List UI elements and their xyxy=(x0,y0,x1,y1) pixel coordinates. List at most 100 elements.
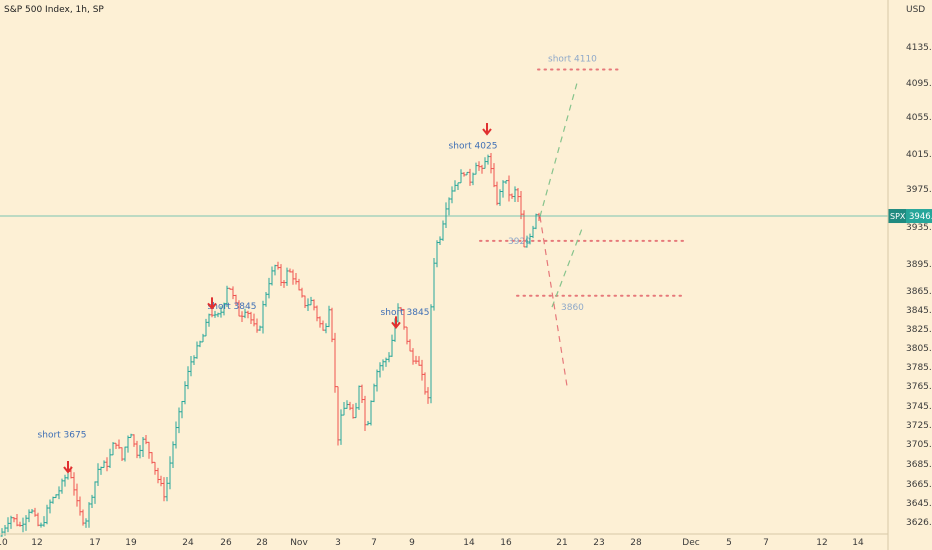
ohlc-bar xyxy=(24,515,28,531)
ohlc-bar xyxy=(480,164,484,174)
ohlc-bar xyxy=(471,172,475,186)
ohlc-bar xyxy=(294,273,298,285)
ohlc-bar xyxy=(111,442,115,456)
ohlc-bar xyxy=(369,400,373,426)
projection-line xyxy=(539,216,568,387)
ohlc-bar xyxy=(531,225,535,239)
x-tick-label: 5 xyxy=(726,538,732,548)
ohlc-bar xyxy=(21,517,25,533)
x-tick-label: 24 xyxy=(182,538,194,548)
ohlc-bar xyxy=(174,421,178,449)
ohlc-bar xyxy=(84,518,88,528)
y-tick-label: 4135.00 xyxy=(906,43,932,53)
ohlc-bar xyxy=(213,310,217,318)
ohlc-bar xyxy=(333,332,337,393)
price-axis[interactable]: USD 3626.00 3645.00 3665.00 3685.00 3705.00 37… xyxy=(887,0,932,550)
ohlc-bar xyxy=(267,277,271,299)
ohlc-bar xyxy=(159,475,163,487)
target-label: 3920 xyxy=(508,237,531,247)
ohlc-bar xyxy=(33,507,37,517)
ohlc-bar xyxy=(120,447,124,462)
ohlc-bar xyxy=(468,168,472,186)
ohlc-bar xyxy=(483,157,487,169)
ohlc-bar xyxy=(525,235,529,248)
ohlc-bar xyxy=(81,509,85,526)
ohlc-bar xyxy=(312,299,316,311)
ohlc-bar xyxy=(489,152,493,174)
ohlc-bar xyxy=(171,441,175,468)
ohlc-bar xyxy=(195,341,199,359)
ohlc-bar xyxy=(453,180,457,192)
ohlc-bar xyxy=(288,268,292,273)
ohlc-bar xyxy=(87,502,91,528)
ohlc-bar xyxy=(132,434,136,447)
ohlc-bar xyxy=(423,372,427,395)
target-lines: short 4110 3920 3860 xyxy=(479,55,686,313)
ohlc-bar xyxy=(63,474,67,487)
ohlc-bar xyxy=(516,187,520,202)
ohlc-bar xyxy=(150,452,154,464)
ohlc-bar xyxy=(387,352,391,363)
ohlc-bar xyxy=(228,287,232,290)
ohlc-bar xyxy=(297,278,301,291)
ohlc-bar xyxy=(300,287,304,298)
ohlc-bar xyxy=(114,442,118,449)
price-bars xyxy=(0,152,541,537)
ohlc-bar xyxy=(234,294,238,306)
ohlc-bar xyxy=(264,291,268,307)
ohlc-bar xyxy=(441,220,445,241)
y-tick-label: 3745.00 xyxy=(906,402,932,412)
x-tick-label: 12 xyxy=(31,538,42,548)
ohlc-bar xyxy=(462,172,466,177)
down-arrow-icon xyxy=(207,297,217,310)
ohlc-bar xyxy=(72,472,76,496)
ohlc-bar xyxy=(207,313,211,327)
ohlc-bar xyxy=(420,359,424,381)
ohlc-bar xyxy=(18,521,22,527)
ohlc-bar xyxy=(246,310,250,319)
ohlc-bar xyxy=(276,261,280,270)
projection-line xyxy=(539,82,578,217)
ohlc-bar xyxy=(474,162,478,175)
ohlc-bar xyxy=(123,446,127,462)
currency-label: USD xyxy=(906,5,925,15)
annotations: short 3675 short 3845 short 3845 short 4025 xyxy=(38,123,498,474)
annotation-label: short 4025 xyxy=(449,141,498,151)
ohlc-bar xyxy=(153,461,157,475)
ohlc-bar xyxy=(435,240,439,268)
x-tick-label: 19 xyxy=(125,538,137,548)
ohlc-bar xyxy=(498,189,502,206)
y-tick-label: 3805.00 xyxy=(906,344,932,354)
ohlc-bar xyxy=(477,161,481,171)
ohlc-bar xyxy=(357,385,361,410)
ohlc-bar xyxy=(105,457,109,472)
ohlc-bar xyxy=(90,494,94,509)
y-tick-label: 4055.00 xyxy=(906,113,932,123)
x-tick-label: 9 xyxy=(409,538,415,548)
ohlc-bar xyxy=(186,366,190,390)
ohlc-bar xyxy=(381,359,385,371)
ohlc-bar xyxy=(144,434,148,445)
y-tick-label: 3785.00 xyxy=(906,363,932,373)
ohlc-bar xyxy=(318,316,322,328)
ohlc-bar xyxy=(36,512,40,527)
ohlc-bar xyxy=(360,384,364,404)
y-tick-label: 3645.00 xyxy=(906,499,932,509)
ohlc-bar xyxy=(243,308,247,319)
target-label: 3860 xyxy=(561,303,584,313)
ohlc-bar xyxy=(417,356,421,366)
ohlc-bar xyxy=(30,509,34,514)
ohlc-bar xyxy=(252,313,256,327)
ohlc-bar xyxy=(93,481,97,504)
ohlc-bar xyxy=(135,440,139,459)
ohlc-bar xyxy=(270,266,274,286)
ohlc-bar xyxy=(348,401,352,411)
x-tick-label: 14 xyxy=(463,538,475,548)
time-axis[interactable]: 10 12 17 19 24 26 28 Nov 3 7 9 14 16 21 23 28 Dec 5 7 12 14 xyxy=(0,533,888,548)
ohlc-bar xyxy=(96,463,100,486)
ohlc-bar xyxy=(492,163,496,188)
ohlc-bar xyxy=(6,517,10,533)
ohlc-bar xyxy=(261,300,265,334)
annotation-label: short 3845 xyxy=(208,302,257,312)
